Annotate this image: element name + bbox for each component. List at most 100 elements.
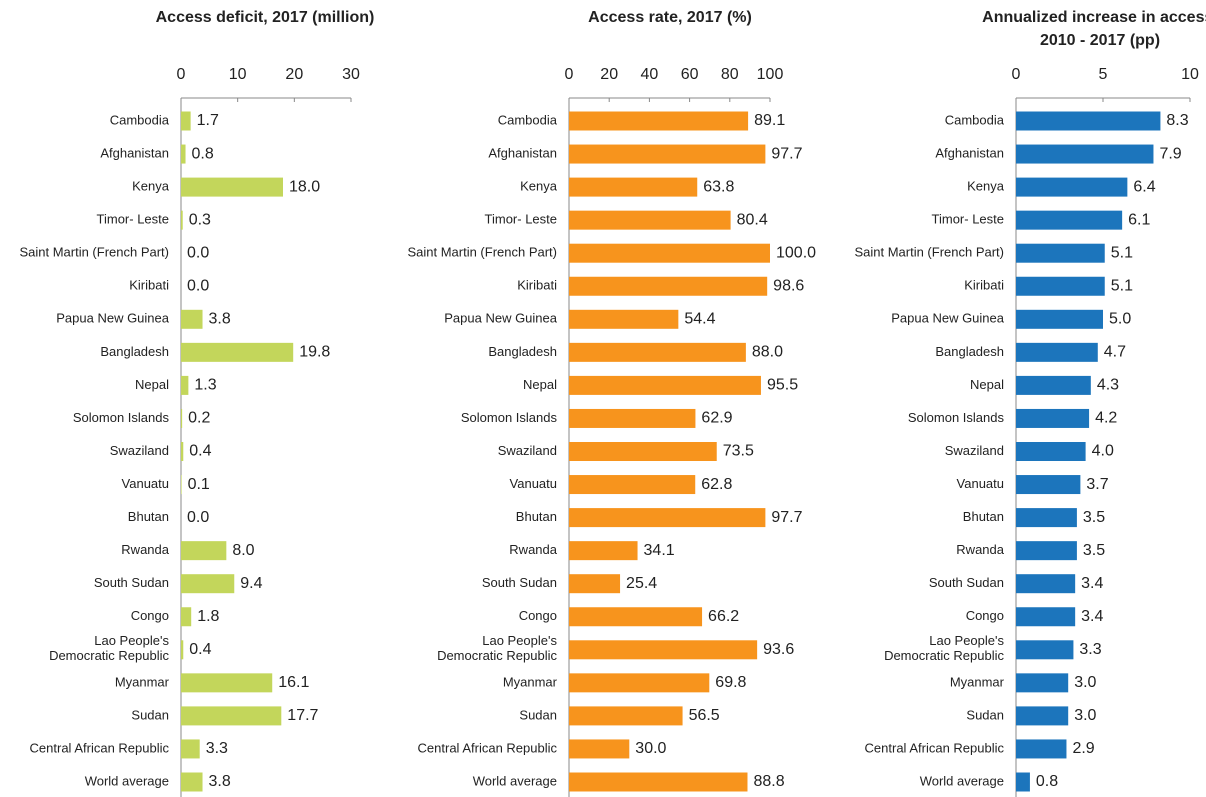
category-label: Lao People's Democratic Republic [884, 633, 1004, 663]
category-label: Saint Martin (French Part) [407, 245, 557, 260]
category-label: Bangladesh [935, 344, 1004, 359]
bar [1016, 475, 1081, 495]
category-label: Sudan [519, 707, 557, 722]
bar [569, 541, 638, 561]
category-label: Solomon Islands [461, 410, 558, 425]
bar [181, 475, 182, 495]
chart-title: 2010 - 2017 (pp) [1040, 32, 1160, 49]
category-label: Myanmar [115, 674, 170, 689]
bar [181, 342, 294, 362]
bar [569, 144, 766, 164]
value-label: 19.8 [299, 344, 330, 361]
value-label: 1.7 [197, 112, 219, 129]
category-label: Kiribati [129, 278, 169, 293]
category-label: Bhutan [963, 509, 1004, 524]
category-label: Swaziland [498, 443, 557, 458]
value-label: 3.0 [1074, 707, 1096, 724]
bar [569, 375, 761, 395]
category-label: South Sudan [94, 575, 169, 590]
value-label: 6.4 [1133, 178, 1155, 195]
category-label: Afghanistan [935, 145, 1004, 160]
bar [1016, 177, 1128, 197]
category-label: Solomon Islands [73, 410, 170, 425]
category-label: Bangladesh [488, 344, 557, 359]
value-label: 8.3 [1166, 112, 1188, 129]
category-label: Central African Republic [865, 740, 1005, 755]
bar [1016, 673, 1069, 693]
category-label: Timor- Leste [485, 212, 557, 227]
value-label: 4.2 [1095, 410, 1117, 427]
category-label: Congo [966, 608, 1004, 623]
bar [569, 177, 698, 197]
bar [569, 475, 696, 495]
value-label: 0.1 [188, 476, 210, 493]
category-label: Lao People's Democratic Republic [49, 633, 169, 663]
bar [569, 111, 749, 131]
value-label: 5.1 [1111, 277, 1133, 294]
bar [181, 144, 186, 164]
bar [1016, 706, 1069, 726]
value-label: 73.5 [723, 443, 754, 460]
bar [1016, 144, 1154, 164]
bar [1016, 541, 1077, 561]
x-tick-label: 40 [641, 66, 659, 83]
bar [569, 508, 766, 528]
bar [181, 177, 283, 197]
x-tick-label: 0 [565, 66, 574, 83]
category-label: World average [920, 773, 1004, 788]
value-label: 3.8 [209, 311, 231, 328]
bar [181, 607, 192, 627]
bar [1016, 375, 1091, 395]
bar [1016, 342, 1098, 362]
bar [1016, 243, 1105, 263]
category-label: Lao People's Democratic Republic [437, 633, 557, 663]
value-label: 17.7 [287, 707, 318, 724]
bar [181, 739, 200, 759]
category-label: Solomon Islands [908, 410, 1005, 425]
value-label: 0.3 [189, 211, 211, 228]
category-label: Timor- Leste [97, 212, 169, 227]
value-label: 0.0 [187, 509, 209, 526]
value-label: 16.1 [278, 674, 309, 691]
category-label: Cambodia [498, 112, 558, 127]
x-tick-label: 10 [1181, 66, 1199, 83]
bar [1016, 408, 1090, 428]
category-label: Vanuatu [957, 476, 1004, 491]
value-label: 62.8 [701, 476, 732, 493]
value-label: 3.3 [206, 740, 228, 757]
value-label: 4.3 [1097, 377, 1119, 394]
category-label: South Sudan [929, 575, 1004, 590]
value-label: 0.2 [188, 410, 210, 427]
bar [1016, 276, 1105, 296]
bar [1016, 739, 1067, 759]
value-label: 1.8 [197, 608, 219, 625]
category-label: Bangladesh [100, 344, 169, 359]
category-label: Papua New Guinea [444, 311, 558, 326]
value-label: 5.0 [1109, 311, 1131, 328]
category-label: Cambodia [945, 112, 1005, 127]
x-tick-label: 0 [177, 66, 186, 83]
category-label: Bhutan [128, 509, 169, 524]
value-label: 88.8 [753, 773, 784, 790]
value-label: 62.9 [701, 410, 732, 427]
value-label: 95.5 [767, 377, 798, 394]
value-label: 97.7 [771, 509, 802, 526]
bar [1016, 772, 1030, 792]
x-tick-label: 20 [600, 66, 618, 83]
category-label: Sudan [131, 707, 169, 722]
value-label: 0.0 [187, 277, 209, 294]
category-label: Kenya [520, 179, 558, 194]
bar [569, 309, 679, 329]
bar [181, 210, 183, 230]
bar [569, 276, 768, 296]
bar [181, 574, 235, 594]
x-tick-label: 0 [1012, 66, 1021, 83]
value-label: 0.0 [187, 244, 209, 261]
value-label: 5.1 [1111, 244, 1133, 261]
bar [1016, 607, 1076, 627]
bar [181, 111, 191, 131]
x-tick-label: 80 [721, 66, 739, 83]
chart-title: Access rate, 2017 (%) [588, 9, 752, 26]
category-label: Congo [131, 608, 169, 623]
bar [569, 706, 683, 726]
